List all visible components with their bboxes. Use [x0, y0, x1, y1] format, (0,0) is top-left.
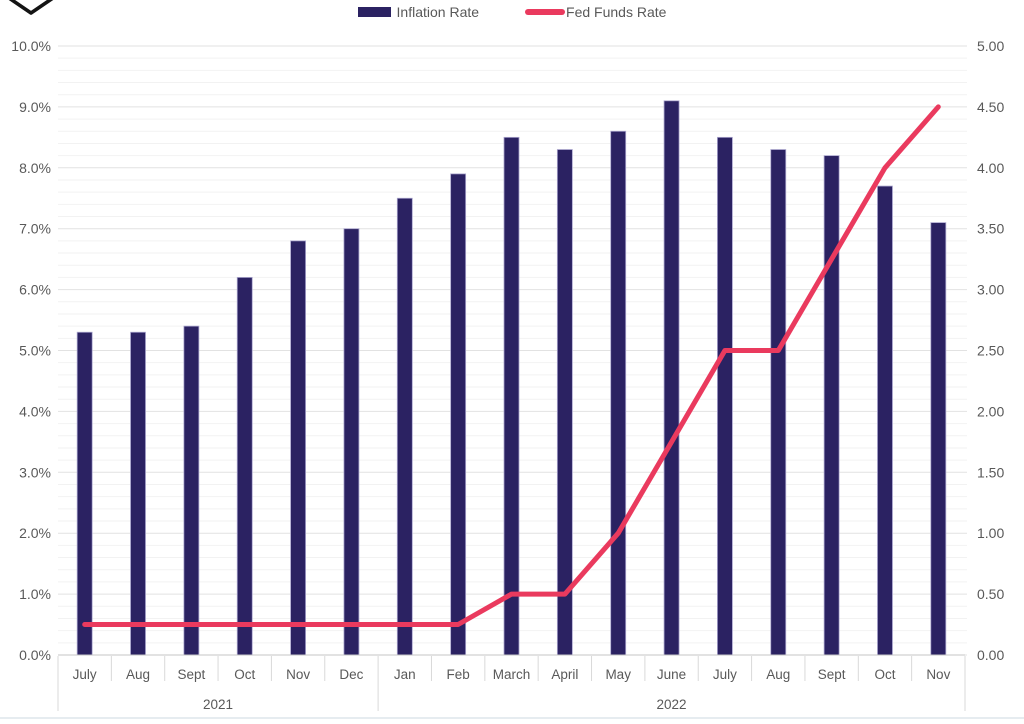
inflation-rate-bar	[183, 325, 200, 656]
left-axis-tick-label: 6.0%	[19, 282, 51, 298]
right-axis-tick-label: 1.00	[977, 525, 1004, 541]
left-axis-tick-label: 4.0%	[19, 403, 51, 419]
inflation-rate-bar	[450, 173, 467, 656]
legend-item-inflation-rate: Inflation Rate	[357, 4, 480, 20]
right-axis-tick-label: 4.00	[977, 160, 1004, 176]
right-axis-tick-label: 0.50	[977, 586, 1004, 602]
year-label: 2021	[203, 697, 233, 712]
inflation-rate-bar	[930, 222, 947, 656]
legend-item-fed-funds-rate: Fed Funds Rate	[525, 4, 666, 20]
inflation-rate-bar	[877, 185, 893, 656]
left-axis-tick-label: 10.0%	[11, 38, 51, 54]
month-label: Oct	[234, 667, 255, 682]
fed-funds-rate-line-swatch-icon	[525, 9, 566, 15]
right-axis-tick-label: 3.50	[977, 221, 1004, 237]
right-axis-tick-label: 4.50	[977, 99, 1004, 115]
month-label: Sept	[818, 667, 846, 682]
right-axis-tick-label: 2.50	[977, 343, 1004, 359]
right-axis-tick-label: 5.00	[977, 38, 1004, 54]
month-label: Nov	[926, 667, 950, 682]
month-label: June	[657, 667, 686, 682]
left-axis-tick-label: 9.0%	[19, 99, 51, 115]
left-axis-tick-label: 7.0%	[19, 221, 51, 237]
inflation-rate-bar	[236, 277, 253, 656]
inflation-rate-bar	[823, 155, 840, 656]
chart-legend: Inflation Rate Fed Funds Rate	[0, 4, 1024, 20]
inflation-rate-bar	[503, 136, 520, 656]
inflation-rate-bar	[556, 149, 573, 656]
right-axis-tick-label: 1.50	[977, 464, 1004, 480]
month-label: Sept	[177, 667, 205, 682]
month-label: May	[605, 667, 631, 682]
month-label: Oct	[874, 667, 895, 682]
left-axis-tick-label: 1.0%	[19, 586, 51, 602]
inflation-rate-bar	[396, 197, 413, 656]
legend-label: Fed Funds Rate	[566, 4, 667, 20]
month-label: Aug	[126, 667, 150, 682]
year-label: 2022	[657, 697, 687, 712]
month-label: March	[493, 667, 531, 682]
inflation-rate-bar	[343, 228, 360, 656]
month-label: Dec	[339, 667, 363, 682]
month-label: April	[551, 667, 578, 682]
right-axis-tick-label: 2.00	[977, 403, 1004, 419]
inflation-rate-bar	[76, 331, 93, 656]
left-axis-tick-label: 3.0%	[19, 464, 51, 480]
left-axis-tick-label: 0.0%	[19, 647, 51, 663]
inflation-rate-bar	[663, 100, 680, 656]
inflation-rate-bar	[610, 130, 627, 656]
inflation-rate-bar	[290, 240, 306, 656]
left-axis-tick-label: 8.0%	[19, 160, 51, 176]
inflation-rate-bar	[130, 331, 146, 656]
month-label: Aug	[766, 667, 790, 682]
left-axis-tick-label: 5.0%	[19, 343, 51, 359]
month-label: Feb	[447, 667, 470, 682]
inflation-rate-bar-swatch-icon	[357, 7, 391, 17]
month-label: July	[73, 667, 97, 682]
legend-label: Inflation Rate	[396, 4, 480, 20]
fed-funds-rate-line	[82, 104, 941, 627]
left-axis-tick-label: 2.0%	[19, 525, 51, 541]
inflation-rate-bar	[717, 136, 733, 656]
month-label: Nov	[286, 667, 310, 682]
month-label: July	[713, 667, 737, 682]
right-axis-tick-label: 0.00	[977, 647, 1004, 663]
right-axis-tick-label: 3.00	[977, 282, 1004, 298]
logo-hexagon-icon	[8, 0, 54, 15]
inflation-rate-bar	[770, 149, 787, 656]
month-label: Jan	[394, 667, 416, 682]
